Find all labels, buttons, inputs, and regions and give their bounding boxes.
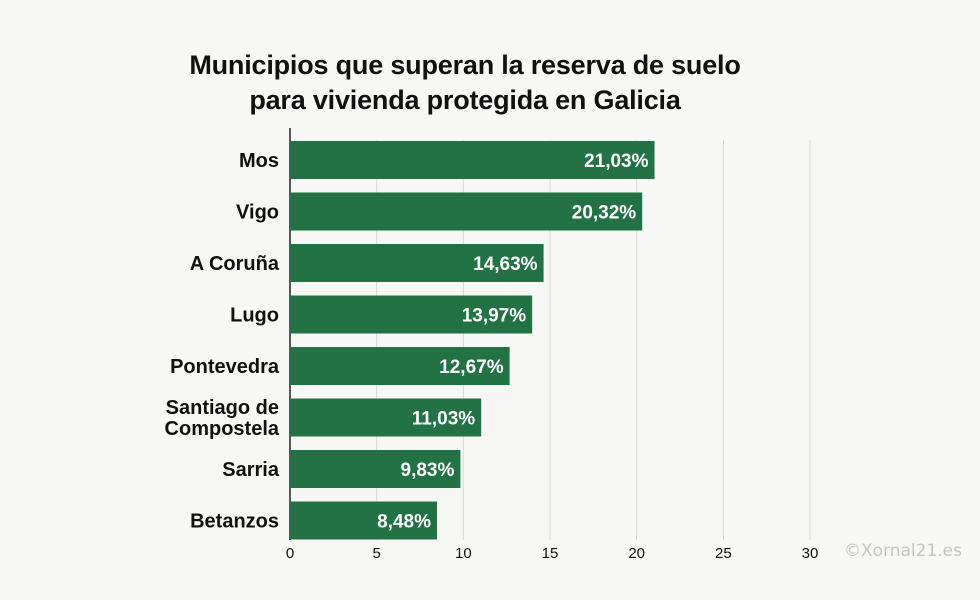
bar xyxy=(290,244,544,282)
bar xyxy=(290,501,437,540)
chart-title-line-1: Municipios que superan la reserva de sue… xyxy=(189,50,741,80)
bar xyxy=(290,450,461,488)
bar xyxy=(290,192,643,231)
category-label: A Coruña xyxy=(190,253,280,275)
watermark: ©Xornal21.es xyxy=(843,541,962,561)
bar xyxy=(290,295,533,334)
x-tick-label: 15 xyxy=(542,545,559,562)
bar xyxy=(290,141,655,179)
category-label: Lugo xyxy=(230,305,279,327)
chart-title-line-2: para vivienda protegida en Galicia xyxy=(249,85,681,115)
bar xyxy=(290,347,510,385)
bar-value-label: 13,97% xyxy=(462,306,527,327)
category-label: Santiago de xyxy=(166,397,279,419)
x-tick-label: 25 xyxy=(715,545,732,562)
x-tick-label: 0 xyxy=(286,545,294,562)
x-tick-label: 5 xyxy=(372,545,380,562)
x-tick-label: 30 xyxy=(802,545,819,562)
bar-value-label: 21,03% xyxy=(584,151,649,172)
category-label: Vigo xyxy=(236,202,279,224)
bar xyxy=(290,398,482,437)
bar-value-label: 14,63% xyxy=(473,254,538,275)
x-tick-label: 20 xyxy=(628,545,645,562)
bar-value-label: 9,83% xyxy=(401,460,455,481)
bar-value-label: 12,67% xyxy=(439,357,504,378)
chart-title: Municipios que superan la reserva de sue… xyxy=(150,48,780,118)
category-label: Sarria xyxy=(222,459,280,481)
bar-value-label: 20,32% xyxy=(572,203,637,224)
category-label: Pontevedra xyxy=(170,356,280,378)
category-label: Betanzos xyxy=(190,511,279,533)
x-tick-label: 10 xyxy=(455,545,472,562)
bar-value-label: 11,03% xyxy=(412,409,475,430)
category-label: Compostela xyxy=(165,418,280,440)
bar-value-label: 8,48% xyxy=(377,512,431,533)
category-label: Mos xyxy=(239,150,279,172)
